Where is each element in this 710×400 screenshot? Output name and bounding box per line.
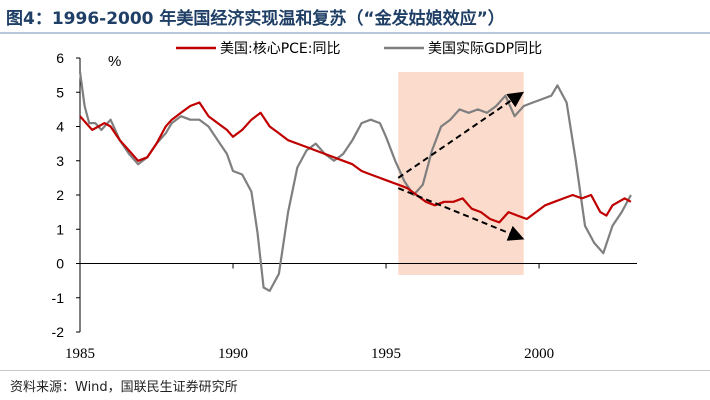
- axes: -2 -1 0 1 2 3 4 5 6 1985 1990 1995 2000: [52, 50, 637, 362]
- highlight-band: [398, 72, 524, 275]
- legend-label-real-gdp: 美国实际GDP同比: [428, 41, 542, 57]
- y-tick-label: -1: [52, 290, 65, 306]
- series-line-core-pce: [79, 101, 632, 224]
- y-tick-label: -2: [52, 324, 65, 340]
- source-note: 资料来源：Wind，国联民生证券研究所: [10, 380, 238, 395]
- y-tick-label: 0: [56, 256, 64, 272]
- y-tick-label: 5: [56, 84, 64, 100]
- legend: 美国:核心PCE:同比 美国实际GDP同比: [176, 41, 542, 57]
- legend-label-core-pce: 美国:核心PCE:同比: [220, 41, 341, 57]
- title-divider: [0, 32, 710, 34]
- x-tick-label: 1995: [371, 346, 401, 362]
- y-tick-label: 2: [56, 187, 64, 203]
- y-tick-label: 3: [56, 153, 64, 169]
- y-unit-label: %: [108, 53, 121, 70]
- trend-arrow-up: [397, 91, 525, 179]
- trend-arrows: [397, 91, 525, 241]
- x-tick-label: 1985: [65, 346, 95, 362]
- trend-arrow-down: [397, 187, 525, 241]
- series-layer: [78, 71, 632, 292]
- x-tick-label: 2000: [524, 346, 554, 362]
- highlight-band-layer: [398, 72, 524, 275]
- x-tick-label: 1990: [218, 346, 248, 362]
- line-chart: -2-101234561985 1990 1995 2000 美国:核心PCE:同比美…: [52, 41, 637, 362]
- footer-divider: [0, 370, 710, 371]
- series-line-real-gdp: [78, 71, 632, 292]
- y-tick-label: 1: [56, 221, 64, 237]
- y-tick-label: 4: [56, 119, 64, 135]
- y-tick-label: 6: [56, 50, 64, 66]
- figure-title: 图4：1996-2000 年美国经济实现温和复苏（“金发姑娘效应”）: [6, 9, 505, 29]
